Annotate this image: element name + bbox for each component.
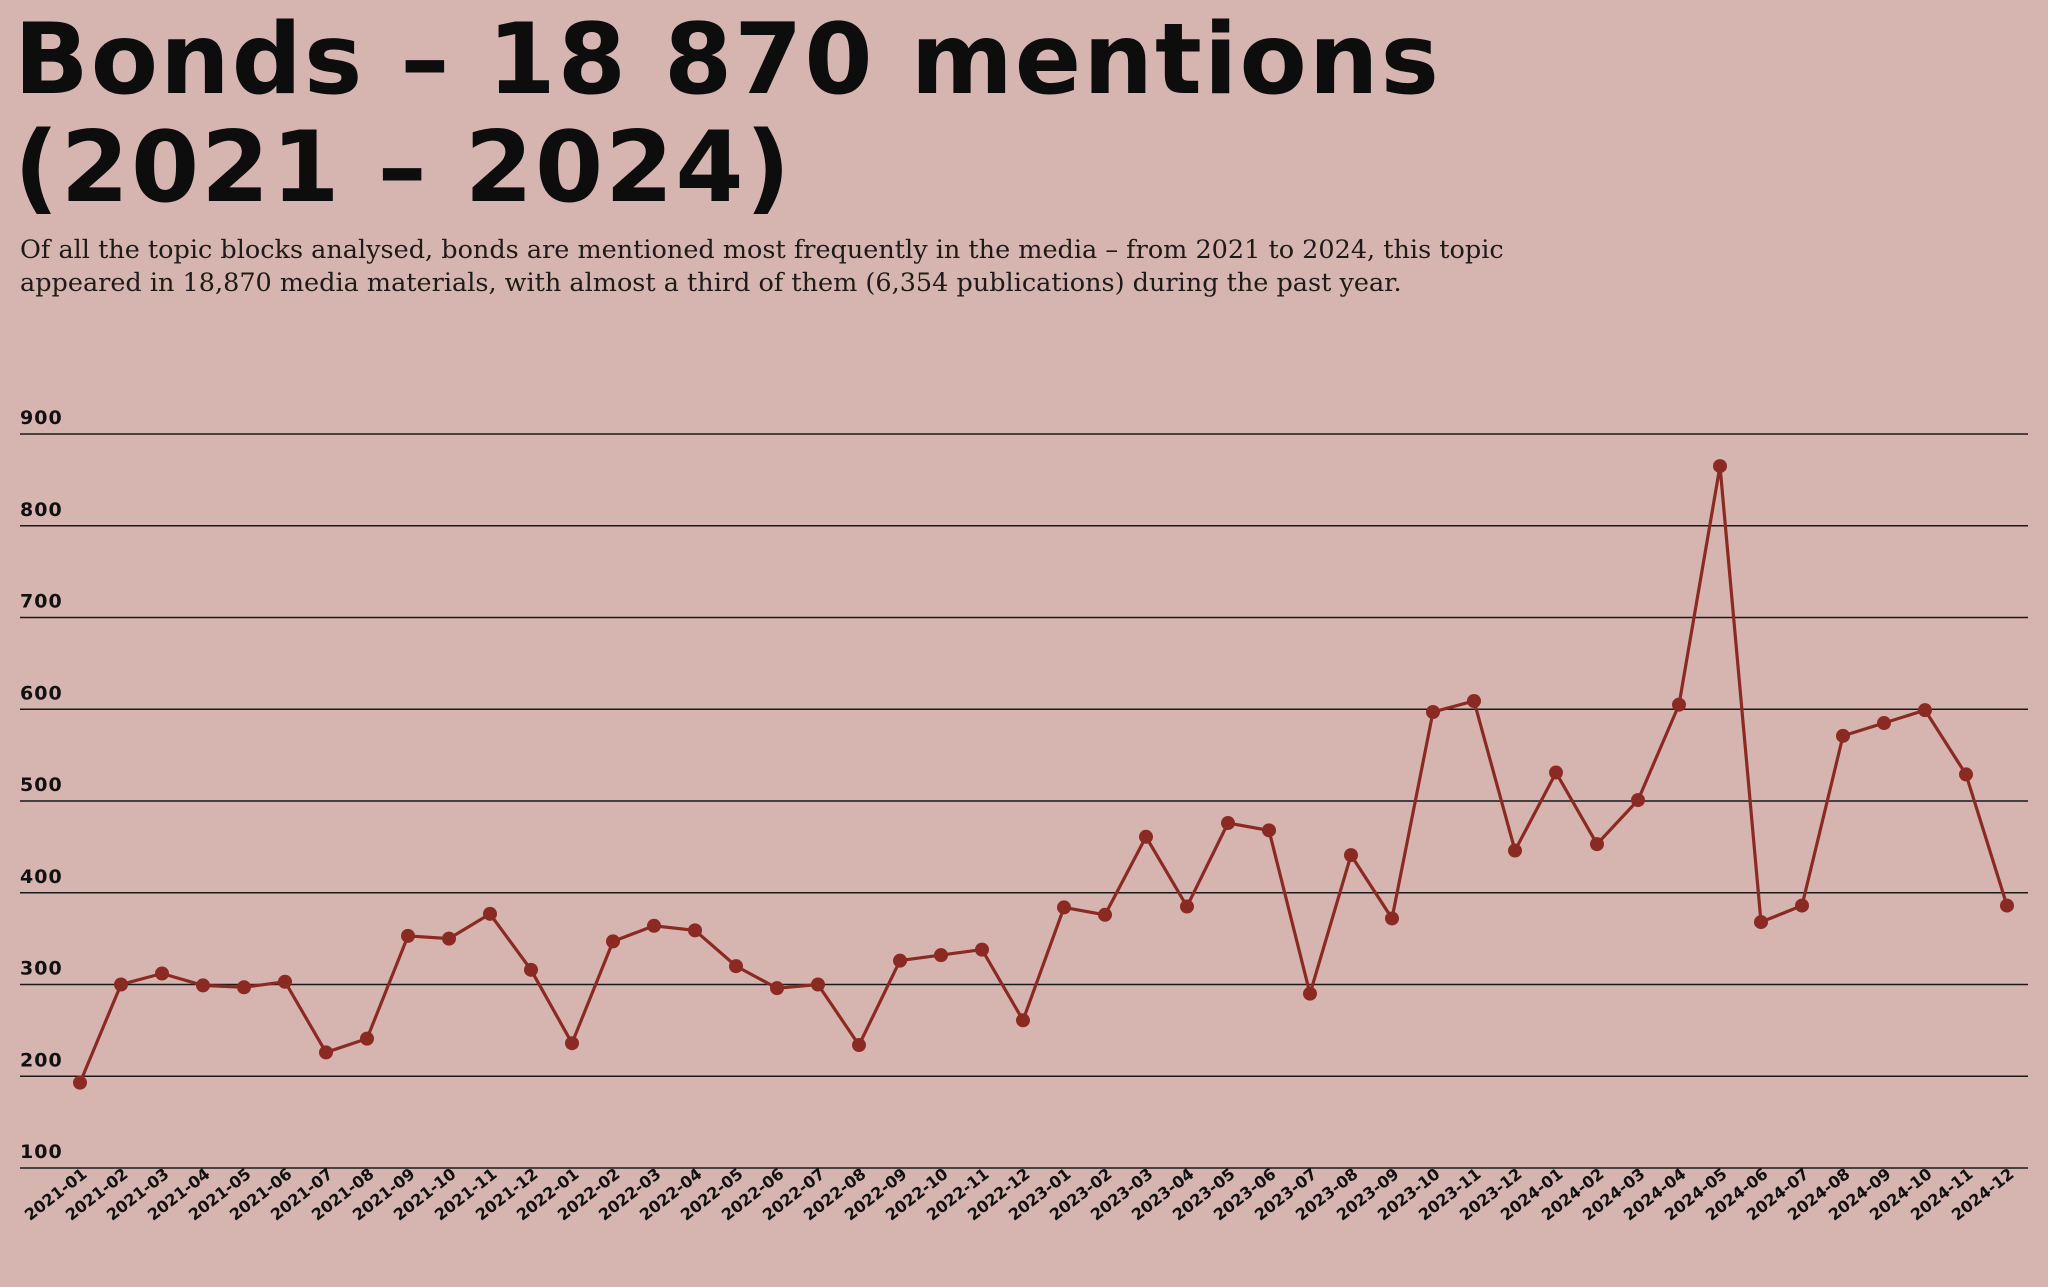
- y-tick-label-900: 900: [20, 407, 63, 429]
- data-point-2021-12: [524, 962, 538, 977]
- data-point-2022-07: [811, 977, 825, 992]
- data-point-2024-08: [1836, 728, 1850, 743]
- y-tick-label-500: 500: [20, 774, 63, 796]
- data-point-2021-02: [114, 977, 128, 992]
- x-axis-ticks: 2021-012021-022021-032021-042021-052021-…: [21, 1164, 2018, 1224]
- data-point-2022-09: [893, 953, 907, 968]
- grid-lines: [20, 433, 2028, 1169]
- data-point-2021-10: [442, 931, 456, 946]
- data-point-2022-10: [934, 948, 948, 963]
- data-point-2021-06: [278, 974, 292, 989]
- data-point-2022-12: [1016, 1013, 1030, 1028]
- data-point-2022-04: [688, 923, 702, 938]
- data-point-2024-04: [1672, 697, 1686, 712]
- chart-title-line-2: (2021 – 2024): [14, 111, 793, 225]
- data-point-2023-06: [1262, 823, 1276, 838]
- data-point-2024-07: [1795, 898, 1809, 913]
- series-mentions: [73, 459, 2014, 1090]
- data-point-2021-07: [319, 1045, 333, 1060]
- data-point-2021-05: [237, 980, 251, 995]
- data-point-2022-11: [975, 942, 989, 957]
- data-point-2022-01: [565, 1036, 579, 1051]
- series-line: [78, 465, 2009, 1084]
- data-point-2022-08: [852, 1038, 866, 1053]
- data-point-2021-11: [483, 906, 497, 921]
- data-point-2021-03: [155, 966, 169, 981]
- data-point-2023-12: [1508, 843, 1522, 858]
- data-point-2024-12: [2000, 898, 2014, 913]
- data-point-2023-05: [1221, 816, 1235, 831]
- data-point-2023-02: [1098, 907, 1112, 922]
- y-tick-label-400: 400: [20, 866, 63, 888]
- data-point-2021-08: [360, 1031, 374, 1046]
- data-point-2024-11: [1959, 767, 1973, 782]
- data-point-2024-02: [1590, 837, 1604, 852]
- data-point-2024-09: [1877, 716, 1891, 731]
- data-point-2024-03: [1631, 793, 1645, 808]
- data-point-2024-05: [1713, 459, 1727, 474]
- data-point-2023-04: [1180, 899, 1194, 914]
- chart-title: Bonds – 18 870 mentions (2021 – 2024): [14, 6, 1714, 222]
- data-point-2023-10: [1426, 705, 1440, 720]
- data-point-2021-04: [196, 978, 210, 993]
- y-tick-label-800: 800: [20, 499, 63, 521]
- y-tick-label-600: 600: [20, 682, 63, 704]
- y-tick-label-200: 200: [20, 1049, 63, 1071]
- data-point-2023-08: [1344, 848, 1358, 863]
- data-point-2021-09: [401, 928, 415, 943]
- y-tick-label-700: 700: [20, 591, 63, 613]
- data-point-2023-09: [1385, 911, 1399, 926]
- y-axis-ticks: 100 200 300 400 500 600 700 800 900: [20, 407, 63, 1163]
- data-point-2023-01: [1057, 900, 1071, 915]
- data-point-2024-10: [1918, 703, 1932, 718]
- data-point-2022-05: [729, 959, 743, 974]
- data-point-2023-11: [1467, 693, 1481, 708]
- y-tick-label-100: 100: [20, 1141, 63, 1163]
- data-point-2021-01: [73, 1075, 87, 1090]
- data-point-2023-07: [1303, 986, 1317, 1001]
- data-point-2024-01: [1549, 765, 1563, 780]
- data-point-2023-03: [1139, 829, 1153, 844]
- data-point-2022-02: [606, 934, 620, 949]
- y-tick-label-300: 300: [20, 958, 63, 980]
- data-point-2024-06: [1754, 915, 1768, 930]
- data-point-2022-03: [647, 918, 661, 933]
- chart-subtitle: Of all the topic blocks analysed, bonds …: [20, 235, 1504, 298]
- chart-title-line-1: Bonds – 18 870 mentions: [14, 3, 1441, 117]
- data-point-2022-06: [770, 981, 784, 996]
